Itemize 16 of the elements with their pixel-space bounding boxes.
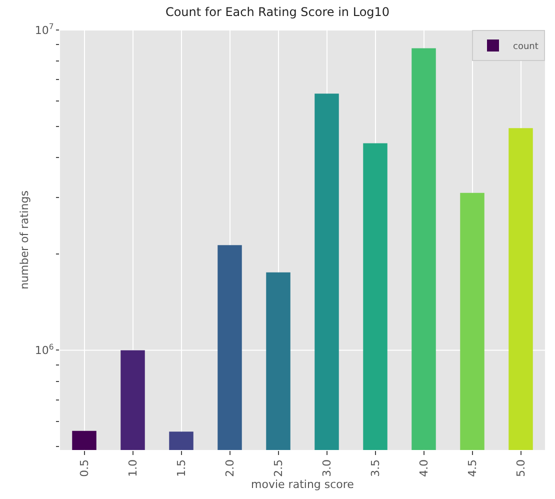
- x-tick-label: 2.0: [223, 459, 236, 477]
- y-axis-title: number of ratings: [18, 190, 31, 290]
- y-tick-label: 10$^{6}$: [34, 342, 54, 358]
- legend-label: count: [513, 42, 539, 52]
- x-tick-label: 1.0: [126, 459, 140, 477]
- x-tick-label: 2.5: [272, 459, 285, 477]
- x-tick-label: 5.0: [514, 459, 528, 477]
- x-tick-label: 4.5: [466, 459, 479, 477]
- x-tick-label: 3.0: [320, 459, 334, 477]
- x-tick-label: 1.5: [174, 459, 188, 477]
- x-tick-label: 0.5: [78, 459, 91, 477]
- y-tick-label: 10$^{7}$: [34, 22, 54, 37]
- x-tick-label: 4.0: [417, 459, 430, 477]
- x-axis-title: movie rating score: [251, 478, 354, 492]
- x-tick-label: 3.5: [368, 459, 382, 477]
- chart-title: Count for Each Rating Score in Log10: [165, 4, 390, 19]
